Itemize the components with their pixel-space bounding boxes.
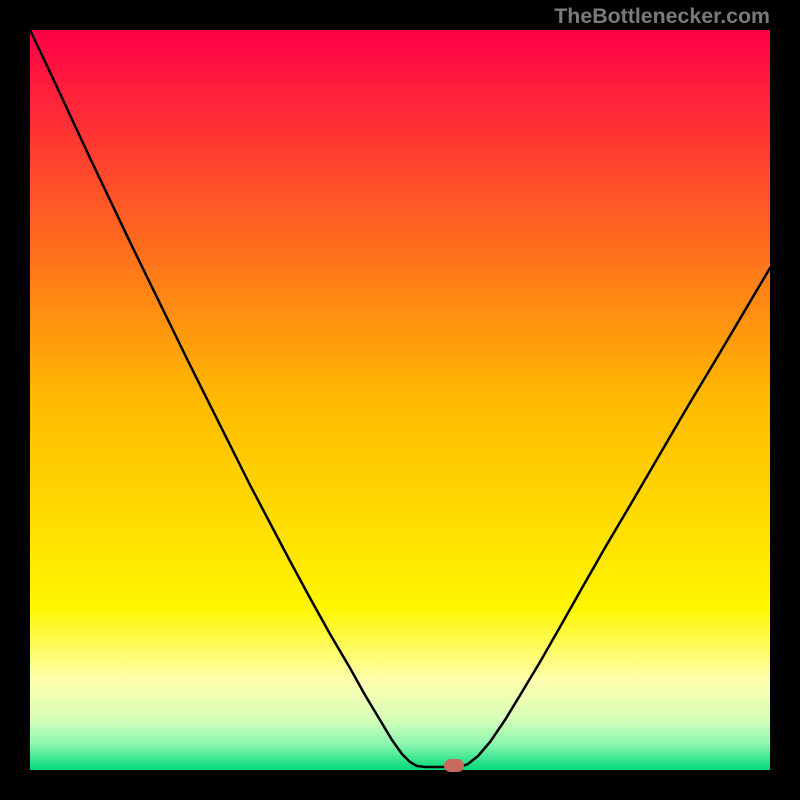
chart-stage: TheBottlenecker.com [0,0,800,800]
plot-area [30,30,770,770]
optimum-marker [444,759,464,772]
watermark-text: TheBottlenecker.com [554,4,770,29]
